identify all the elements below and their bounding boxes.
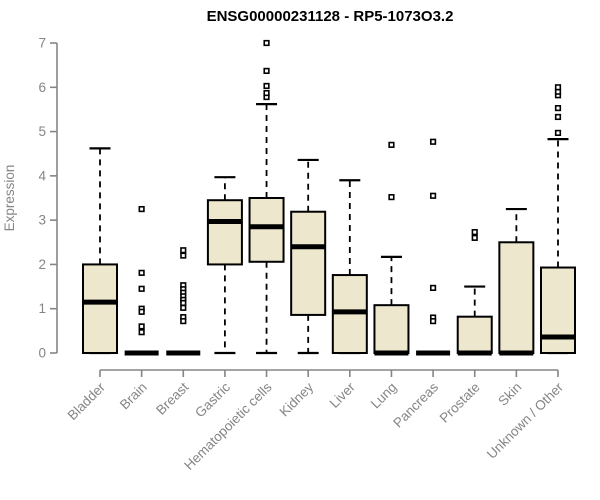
x-tick-label: Prostate	[437, 380, 483, 426]
outlier-point	[138, 285, 145, 292]
outlier-point	[471, 229, 478, 236]
box	[539, 266, 576, 354]
y-tick-label: 0	[38, 346, 46, 361]
outlier-point	[554, 105, 562, 112]
outlier-point	[138, 329, 145, 336]
outlier-point	[180, 299, 187, 307]
y-tick-label: 7	[38, 36, 46, 51]
box	[248, 197, 285, 263]
x-tick-label: Skin	[495, 380, 524, 409]
outlier-point	[180, 252, 187, 259]
x-tick-label: Pancreas	[390, 379, 441, 430]
box	[456, 315, 493, 354]
outlier-point	[263, 82, 270, 90]
outlier-point	[429, 318, 437, 325]
x-tick-label: Liver	[327, 379, 359, 411]
x-tick-label: Unknown / Other	[484, 379, 567, 462]
outlier-point	[180, 318, 187, 325]
outlier-point	[138, 323, 145, 330]
x-tick-label: Lung	[368, 380, 400, 412]
x-tick-label: Kidney	[277, 379, 317, 419]
y-axis-label: Expression	[2, 165, 17, 232]
outlier-point	[138, 269, 145, 276]
outlier-point	[429, 284, 437, 292]
chart-title: ENSG00000231128 - RP5-1073O3.2	[207, 8, 454, 25]
outlier-point	[263, 39, 270, 47]
box	[82, 263, 118, 354]
box	[373, 304, 410, 354]
x-tick-label: Brain	[117, 380, 150, 413]
y-tick-label: 4	[38, 168, 46, 183]
outlier-point	[180, 247, 187, 254]
outlier-point	[554, 84, 562, 91]
outlier-point	[388, 194, 395, 201]
outlier-point	[554, 113, 562, 121]
outlier-point	[138, 308, 145, 315]
outlier-point	[263, 67, 270, 74]
y-tick-label: 6	[38, 80, 46, 95]
y-tick-label: 5	[38, 124, 46, 139]
y-tick-label: 3	[38, 213, 46, 228]
y-tick-label: 2	[38, 257, 46, 272]
box	[498, 241, 535, 355]
outlier-point	[429, 138, 437, 145]
x-tick-label: Breast	[153, 379, 191, 417]
box	[290, 210, 327, 316]
outlier-point	[138, 205, 145, 213]
x-tick-label: Bladder	[65, 379, 109, 423]
outlier-point	[471, 234, 478, 241]
outlier-point	[263, 89, 270, 97]
box	[206, 199, 243, 266]
outlier-point	[429, 192, 437, 199]
outlier-point	[388, 141, 395, 148]
outlier-point	[554, 129, 562, 137]
x-tick-label: Gastric	[192, 379, 233, 420]
y-tick-label: 1	[38, 301, 46, 316]
outlier-point	[180, 304, 187, 311]
